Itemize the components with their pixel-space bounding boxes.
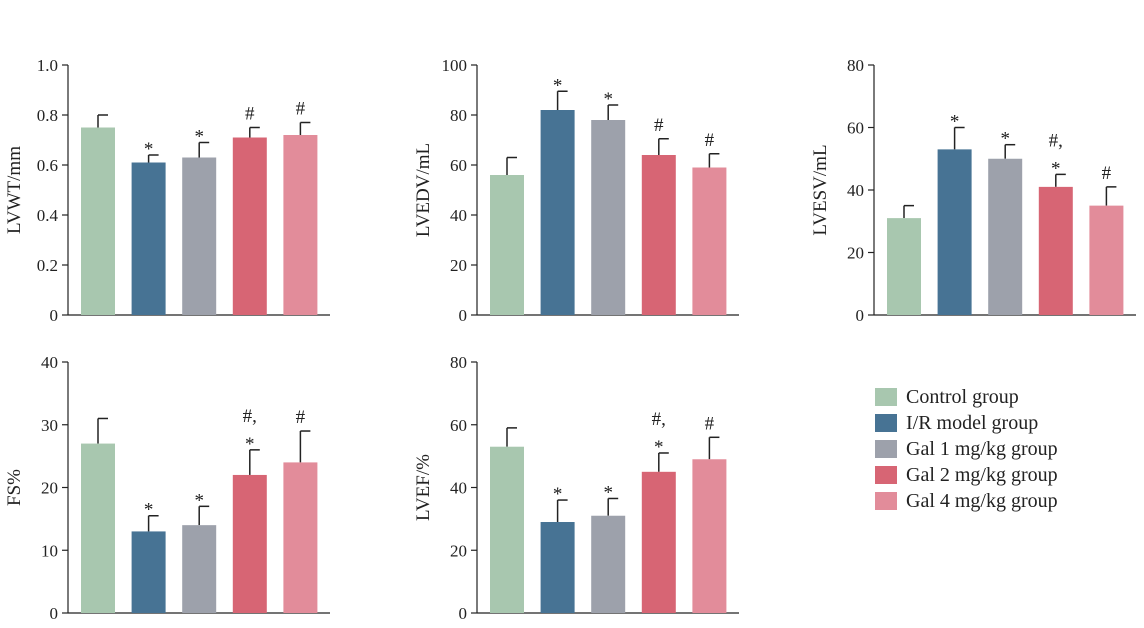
bar xyxy=(887,218,921,315)
significance-mark: #, xyxy=(652,409,666,430)
significance-mark: * xyxy=(194,490,204,511)
bar xyxy=(591,120,626,315)
y-tick-label: 0 xyxy=(50,306,59,325)
y-tick-label: 0 xyxy=(459,604,468,623)
significance-mark: # xyxy=(245,104,255,125)
significance-mark: # xyxy=(705,413,715,434)
significance-mark: # xyxy=(705,130,715,151)
bar xyxy=(692,459,727,613)
chart-panel: 0 10 20 30 40 FS% * * * #, # xyxy=(4,353,330,623)
y-tick-label: 80 xyxy=(847,56,864,75)
bar xyxy=(232,474,267,613)
significance-mark: # xyxy=(296,407,306,428)
y-tick-label: 80 xyxy=(450,353,467,372)
significance-mark: # xyxy=(654,115,664,136)
y-tick-label: 100 xyxy=(442,56,468,75)
y-axis-label: FS% xyxy=(4,469,25,506)
y-tick-label: 60 xyxy=(450,156,467,175)
bar xyxy=(692,167,727,315)
chart-panel: 0 20 40 60 80 LVEF/% * * * #, # xyxy=(413,353,739,623)
y-tick-label: 20 xyxy=(847,244,864,263)
bar xyxy=(641,155,676,315)
bar xyxy=(490,175,524,315)
y-axis-label: LVEDV/mL xyxy=(413,143,434,237)
bar xyxy=(182,525,217,613)
significance-mark: * xyxy=(245,434,255,455)
bar xyxy=(283,135,318,315)
significance-mark: * xyxy=(1000,129,1010,150)
significance-mark: #, xyxy=(243,406,257,427)
y-axis-label: LVWT/mm xyxy=(4,146,25,234)
y-tick-label: 40 xyxy=(450,479,467,498)
bar xyxy=(937,149,972,315)
y-tick-label: 40 xyxy=(41,353,58,372)
chart-panel: 0 20 40 60 80 100 LVEDV/mL * * # # xyxy=(413,56,739,325)
significance-mark: * xyxy=(553,75,563,96)
significance-mark: * xyxy=(950,112,960,133)
significance-mark: * xyxy=(194,127,204,148)
y-tick-label: 10 xyxy=(41,541,58,560)
bar xyxy=(131,162,166,315)
y-tick-label: 80 xyxy=(450,106,467,125)
bar xyxy=(1038,186,1073,315)
y-tick-label: 60 xyxy=(847,119,864,138)
bar xyxy=(490,446,524,613)
significance-mark: * xyxy=(654,437,664,458)
y-tick-label: 0.4 xyxy=(37,206,59,225)
y-tick-label: 1.0 xyxy=(37,56,58,75)
bar xyxy=(283,462,318,613)
y-tick-label: 40 xyxy=(847,181,864,200)
chart-panel: 0 20 40 60 80 LVESV/mL * * * #, # xyxy=(810,56,1136,325)
y-tick-label: 0 xyxy=(856,306,865,325)
significance-mark: # xyxy=(1102,163,1112,184)
significance-mark: * xyxy=(144,500,154,521)
significance-mark: * xyxy=(1051,158,1061,179)
y-tick-label: 20 xyxy=(450,256,467,275)
bar xyxy=(81,127,115,315)
y-axis-label: LVEF/% xyxy=(413,454,434,521)
y-tick-label: 0.6 xyxy=(37,156,58,175)
y-tick-label: 60 xyxy=(450,416,467,435)
bar xyxy=(540,522,575,613)
y-tick-label: 0 xyxy=(459,306,468,325)
bar xyxy=(232,137,267,315)
bar xyxy=(591,515,626,613)
significance-mark: * xyxy=(144,139,154,160)
bar xyxy=(641,471,676,613)
y-tick-label: 20 xyxy=(41,479,58,498)
y-tick-label: 40 xyxy=(450,206,467,225)
bar xyxy=(81,443,115,613)
significance-mark: * xyxy=(553,484,563,505)
bar xyxy=(988,158,1023,315)
y-axis-label: LVESV/mL xyxy=(810,144,831,235)
y-tick-label: 0.2 xyxy=(37,256,58,275)
y-tick-label: 30 xyxy=(41,416,58,435)
significance-mark: * xyxy=(603,482,613,503)
y-tick-label: 20 xyxy=(450,541,467,560)
y-tick-label: 0 xyxy=(50,604,59,623)
significance-mark: # xyxy=(296,99,306,120)
significance-mark: * xyxy=(603,89,613,110)
bar xyxy=(540,110,575,315)
chart-panel: 0 0.2 0.4 0.6 0.8 1.0 LVWT/mm * * # # xyxy=(4,56,330,325)
bar xyxy=(182,157,217,315)
bar xyxy=(131,531,166,613)
significance-mark: #, xyxy=(1049,130,1063,151)
bar xyxy=(1089,205,1124,315)
y-tick-label: 0.8 xyxy=(37,106,58,125)
